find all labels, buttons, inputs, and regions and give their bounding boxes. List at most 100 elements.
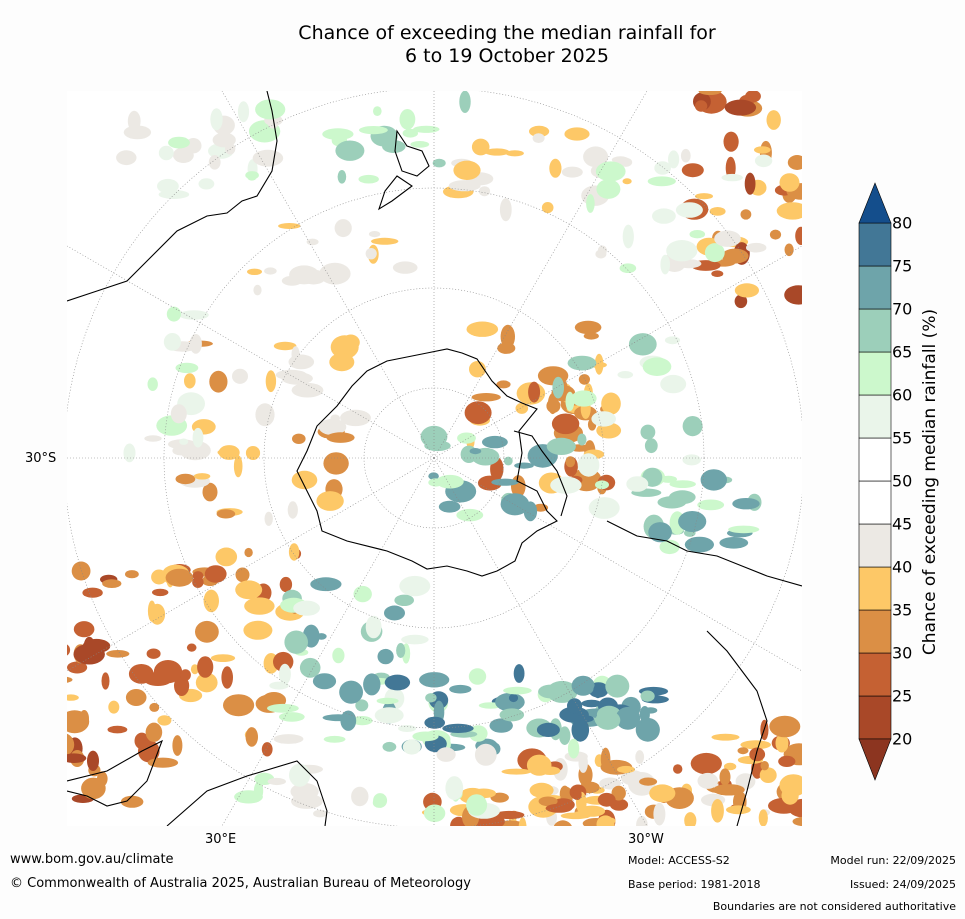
coastlines bbox=[67, 91, 802, 826]
rainfall-patch bbox=[217, 449, 229, 456]
rainfall-patch bbox=[337, 170, 347, 184]
rainfall-patch bbox=[581, 699, 602, 708]
colorbar-bin bbox=[858, 523, 892, 568]
rainfall-patch bbox=[278, 712, 305, 722]
rainfall-patch bbox=[769, 715, 801, 738]
rainfall-patch bbox=[561, 166, 583, 178]
rainfall-patch bbox=[578, 374, 590, 385]
new-zealand-north-island bbox=[394, 129, 430, 177]
sector-coast-south bbox=[166, 760, 328, 826]
rainfall-patch bbox=[469, 448, 482, 455]
rainfall-patch bbox=[179, 310, 209, 320]
rainfall-patch bbox=[186, 643, 197, 652]
rainfall-patch bbox=[163, 333, 181, 351]
rainfall-patch bbox=[574, 320, 602, 335]
rainfall-patch bbox=[578, 805, 606, 817]
rainfall-patch bbox=[168, 136, 190, 149]
rainfall-patch bbox=[179, 440, 211, 461]
colorbar-bin bbox=[858, 566, 892, 611]
rainfall-patch bbox=[127, 110, 141, 132]
rainfall-patch bbox=[654, 161, 671, 175]
rainfall-patch bbox=[184, 373, 196, 389]
rainfall-patch bbox=[291, 382, 324, 398]
rainfall-patch bbox=[711, 270, 724, 277]
rainfall-patch bbox=[158, 145, 174, 161]
rainfall-patch bbox=[197, 656, 214, 678]
rainfall-patch bbox=[412, 731, 439, 742]
rainfall-patch bbox=[678, 511, 707, 532]
rainfall-patch bbox=[499, 198, 512, 222]
rainfall-patch bbox=[515, 402, 529, 414]
rainfall-patch bbox=[474, 743, 497, 766]
rainfall-patch bbox=[758, 809, 768, 826]
rainfall-patch bbox=[365, 248, 377, 260]
rainfall-patch bbox=[402, 739, 421, 755]
rainfall-patch bbox=[264, 511, 273, 526]
rainfall-patch bbox=[666, 240, 698, 262]
rainfall-patch bbox=[668, 150, 680, 169]
rainfall-patch bbox=[593, 683, 603, 699]
website-link[interactable]: www.bom.gov.au/climate bbox=[10, 852, 174, 867]
rainfall-patch bbox=[428, 472, 439, 480]
rainfall-patch bbox=[170, 404, 187, 424]
rainfall-patch bbox=[193, 473, 211, 480]
rainfall-patch bbox=[192, 427, 204, 448]
rainfall-patch bbox=[432, 158, 446, 168]
rainfall-patch bbox=[640, 690, 655, 702]
rainfall-patch bbox=[335, 140, 365, 161]
rainfall-patch bbox=[322, 128, 354, 140]
rainfall-patch bbox=[340, 409, 371, 427]
rainfall-patch bbox=[464, 401, 492, 425]
rainfall-patch bbox=[775, 733, 789, 753]
rainfall-patch bbox=[513, 664, 525, 683]
rainfall-patch bbox=[700, 469, 727, 491]
rainfall-patch bbox=[359, 126, 388, 135]
colorbar-upper-extend bbox=[858, 182, 892, 224]
rainfall-patch bbox=[724, 99, 757, 116]
rainfall-patch bbox=[273, 734, 304, 744]
rainfall-patch bbox=[551, 413, 580, 435]
antarctic-peninsula-coast bbox=[513, 430, 568, 517]
rainfall-patch bbox=[518, 817, 527, 826]
rainfall-patch bbox=[571, 675, 595, 696]
rainfall-patch bbox=[759, 767, 777, 783]
rainfall-patch bbox=[744, 172, 756, 195]
rainfall-patch bbox=[496, 380, 511, 389]
rainfall-patch bbox=[425, 693, 437, 703]
rainfall-patch bbox=[218, 445, 240, 460]
rainfall-patch bbox=[726, 805, 751, 815]
rainfall-patch bbox=[749, 747, 766, 762]
rainfall-patch bbox=[680, 148, 691, 163]
rainfall-patch bbox=[647, 176, 676, 187]
rainfall-patch bbox=[189, 334, 202, 354]
rainfall-patch bbox=[221, 666, 233, 689]
rainfall-patch bbox=[281, 275, 303, 286]
rainfall-patch bbox=[567, 738, 580, 759]
rainfall-patch bbox=[653, 802, 666, 826]
rainfall-patch bbox=[210, 108, 223, 131]
colorbar-tick-label: 60 bbox=[892, 385, 913, 405]
rainfall-patch bbox=[538, 796, 558, 807]
rainfall-patch bbox=[374, 707, 404, 724]
rainfall-patch bbox=[626, 476, 649, 492]
rainfall-patch bbox=[664, 336, 681, 345]
rainfall-patch bbox=[399, 109, 416, 130]
rainfall-patch bbox=[67, 753, 87, 763]
rainfall-patch bbox=[396, 643, 406, 658]
rainfall-patch bbox=[292, 433, 306, 444]
rainfall-patch bbox=[82, 638, 111, 654]
rainfall-patch bbox=[766, 110, 781, 130]
rainfall-patch bbox=[291, 470, 318, 490]
rainfall-patches bbox=[67, 91, 802, 826]
rainfall-patch bbox=[334, 219, 352, 238]
rainfall-patch bbox=[147, 377, 158, 392]
rainfall-patch bbox=[288, 543, 300, 561]
rainfall-patch bbox=[424, 716, 446, 729]
rainfall-patch bbox=[642, 357, 672, 377]
rainfall-patch bbox=[223, 694, 255, 717]
rainfall-map bbox=[67, 91, 802, 826]
colorbar-tick-label: 30 bbox=[892, 643, 913, 663]
rainfall-patch bbox=[571, 718, 590, 742]
rainfall-patch bbox=[209, 370, 228, 393]
rainfall-patch bbox=[235, 580, 263, 600]
